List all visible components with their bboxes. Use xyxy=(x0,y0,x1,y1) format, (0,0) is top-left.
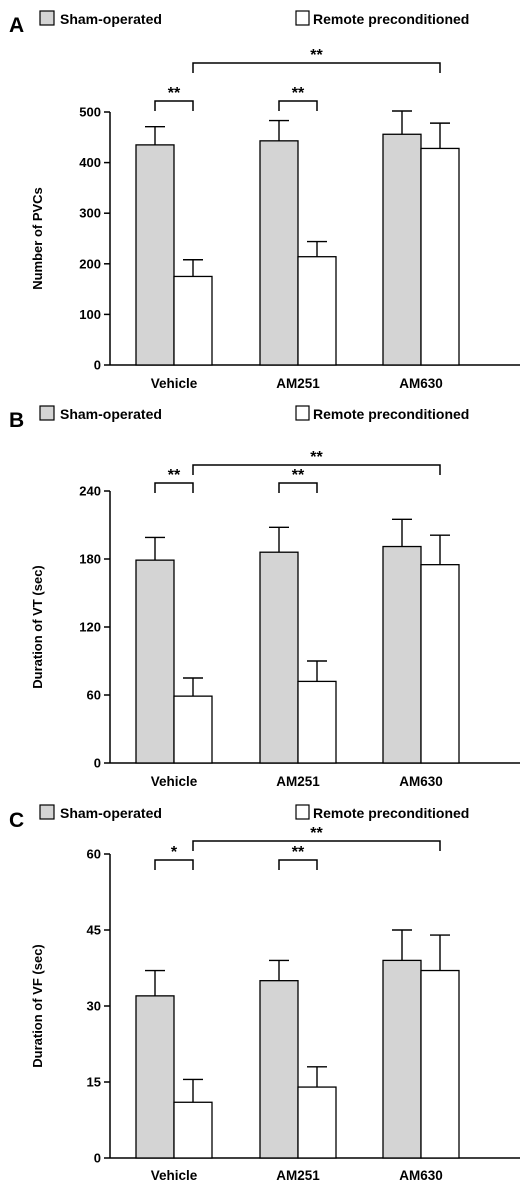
legend-label-sham: Sham-operated xyxy=(60,805,162,821)
significance-bracket xyxy=(278,859,318,870)
significance-label: ** xyxy=(292,844,305,861)
bar-sham xyxy=(259,980,299,1159)
significance-label: ** xyxy=(168,467,181,484)
legend-label-sham: Sham-operated xyxy=(60,406,162,422)
significance-label: ** xyxy=(310,449,323,466)
bar-sham xyxy=(382,545,422,764)
y-tick-label: 15 xyxy=(87,1075,101,1090)
significance-bracket xyxy=(154,100,194,111)
y-tick-label: 0 xyxy=(94,1151,101,1166)
y-tick-label: 180 xyxy=(79,552,101,567)
y-tick-label: 120 xyxy=(79,620,101,635)
y-tick-label: 45 xyxy=(87,923,101,938)
bar-remote xyxy=(420,969,460,1159)
x-tick-label: AM630 xyxy=(399,1168,443,1183)
chart-panel-c: C Sham-operated Remote preconditioned 0 15 30… xyxy=(0,793,530,1183)
x-tick-label: AM251 xyxy=(276,774,320,789)
y-tick-label: 240 xyxy=(79,484,101,499)
bar-sham xyxy=(259,140,299,366)
bar-sham xyxy=(382,959,422,1159)
y-tick-label: 0 xyxy=(94,358,101,373)
legend-swatch-sham xyxy=(39,10,55,26)
legend-label-remote: Remote preconditioned xyxy=(313,406,469,422)
legend-swatch-remote xyxy=(295,804,310,820)
y-axis-label: Number of PVCs xyxy=(30,187,45,290)
chart-svg: B Sham-operated Remote preconditioned 0 60 12… xyxy=(9,405,520,789)
significance-label: ** xyxy=(310,47,323,64)
significance-label: * xyxy=(171,844,178,861)
bar-remote xyxy=(297,680,337,764)
significance-label: ** xyxy=(292,85,305,102)
x-tick-label: Vehicle xyxy=(151,774,198,789)
y-axis-label: Duration of VF (sec) xyxy=(30,944,45,1068)
significance-bracket xyxy=(192,464,441,475)
y-tick-label: 400 xyxy=(79,155,101,170)
panel-label: B xyxy=(9,409,24,432)
y-axis-label: Duration of VT (sec) xyxy=(30,565,45,689)
y-tick-label: 300 xyxy=(79,206,101,221)
bar-sham xyxy=(382,133,422,366)
bar-remote xyxy=(297,256,337,366)
bar-remote xyxy=(173,695,213,764)
legend-swatch-remote xyxy=(295,10,310,26)
significance-label: ** xyxy=(168,85,181,102)
y-tick-label: 60 xyxy=(87,847,101,862)
significance-bracket xyxy=(192,62,441,73)
x-tick-label: AM630 xyxy=(399,376,443,391)
y-tick-label: 200 xyxy=(79,256,101,271)
y-tick-label: 0 xyxy=(94,756,101,771)
legend-label-sham: Sham-operated xyxy=(60,11,162,27)
bar-sham xyxy=(259,551,299,764)
legend-label-remote: Remote preconditioned xyxy=(313,11,469,27)
x-tick-label: AM251 xyxy=(276,1168,320,1183)
x-tick-label: Vehicle xyxy=(151,376,198,391)
y-tick-label: 100 xyxy=(79,307,101,322)
panel-label: A xyxy=(9,14,24,37)
bar-remote xyxy=(297,1086,337,1159)
significance-label: ** xyxy=(292,467,305,484)
bar-remote xyxy=(173,275,213,366)
y-tick-label: 60 xyxy=(87,688,101,703)
significance-bracket xyxy=(278,100,318,111)
chart-svg: C Sham-operated Remote preconditioned 0 15 30… xyxy=(9,804,520,1183)
chart-panel-a: A Sham-operated Remote preconditioned 0 100 2… xyxy=(0,0,530,395)
bar-sham xyxy=(135,144,175,366)
significance-bracket xyxy=(192,840,441,851)
significance-bracket xyxy=(154,482,194,493)
significance-label: ** xyxy=(310,825,323,842)
legend-swatch-sham xyxy=(39,804,55,820)
legend-swatch-sham xyxy=(39,405,55,421)
panel-label: C xyxy=(9,809,24,832)
chart-panel-b: B Sham-operated Remote preconditioned 0 60 12… xyxy=(0,395,530,793)
chart-svg: A Sham-operated Remote preconditioned 0 100 2… xyxy=(9,10,520,391)
legend-swatch-remote xyxy=(295,405,310,421)
significance-bracket xyxy=(278,482,318,493)
x-tick-label: Vehicle xyxy=(151,1168,198,1183)
bar-remote xyxy=(420,564,460,764)
legend-label-remote: Remote preconditioned xyxy=(313,805,469,821)
bar-remote xyxy=(420,147,460,366)
x-tick-label: AM630 xyxy=(399,774,443,789)
significance-bracket xyxy=(154,859,194,870)
y-tick-label: 30 xyxy=(87,999,101,1014)
bar-remote xyxy=(173,1101,213,1159)
y-tick-label: 500 xyxy=(79,105,101,120)
bar-sham xyxy=(135,559,175,764)
bar-sham xyxy=(135,995,175,1159)
x-tick-label: AM251 xyxy=(276,376,320,391)
